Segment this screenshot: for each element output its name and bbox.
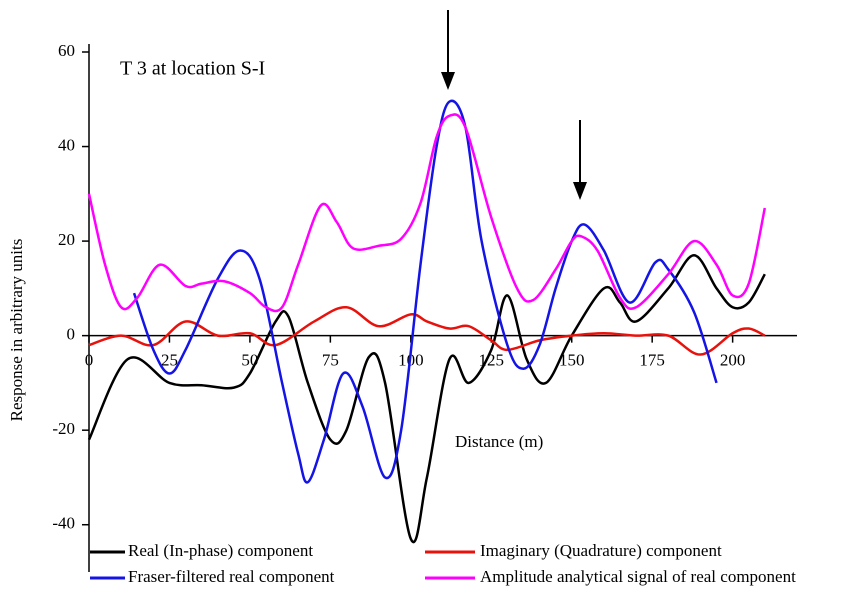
x-tick-label: 0 bbox=[85, 351, 94, 370]
arrow-head bbox=[573, 182, 587, 200]
x-tick-label: 150 bbox=[559, 351, 585, 370]
x-tick-label: 25 bbox=[161, 351, 178, 370]
x-tick-label: 175 bbox=[639, 351, 665, 370]
legend-label: Fraser-filtered real component bbox=[128, 567, 335, 586]
legend-label: Real (In-phase) component bbox=[128, 541, 313, 560]
series-line bbox=[88, 306, 766, 356]
series-line bbox=[87, 254, 766, 544]
x-tick-label: 200 bbox=[720, 351, 746, 370]
y-tick-label: 40 bbox=[58, 135, 75, 154]
y-tick-label: 20 bbox=[58, 230, 75, 249]
series-line bbox=[132, 99, 718, 484]
x-tick-label: 75 bbox=[322, 351, 339, 370]
y-tick-label: -20 bbox=[52, 419, 75, 438]
y-tick-label: -40 bbox=[52, 514, 75, 533]
arrow-head bbox=[441, 72, 455, 90]
legend-label: Amplitude analytical signal of real comp… bbox=[480, 567, 796, 586]
y-tick-label: 0 bbox=[67, 325, 76, 344]
legend-label: Imaginary (Quadrature) component bbox=[480, 541, 722, 560]
x-axis-label: Distance (m) bbox=[455, 432, 543, 451]
y-tick-label: 60 bbox=[58, 41, 75, 60]
y-axis-label: Response in arbitrary units bbox=[7, 239, 26, 422]
annotation: T 3 at location S-I bbox=[120, 58, 265, 80]
series-line bbox=[87, 113, 767, 313]
